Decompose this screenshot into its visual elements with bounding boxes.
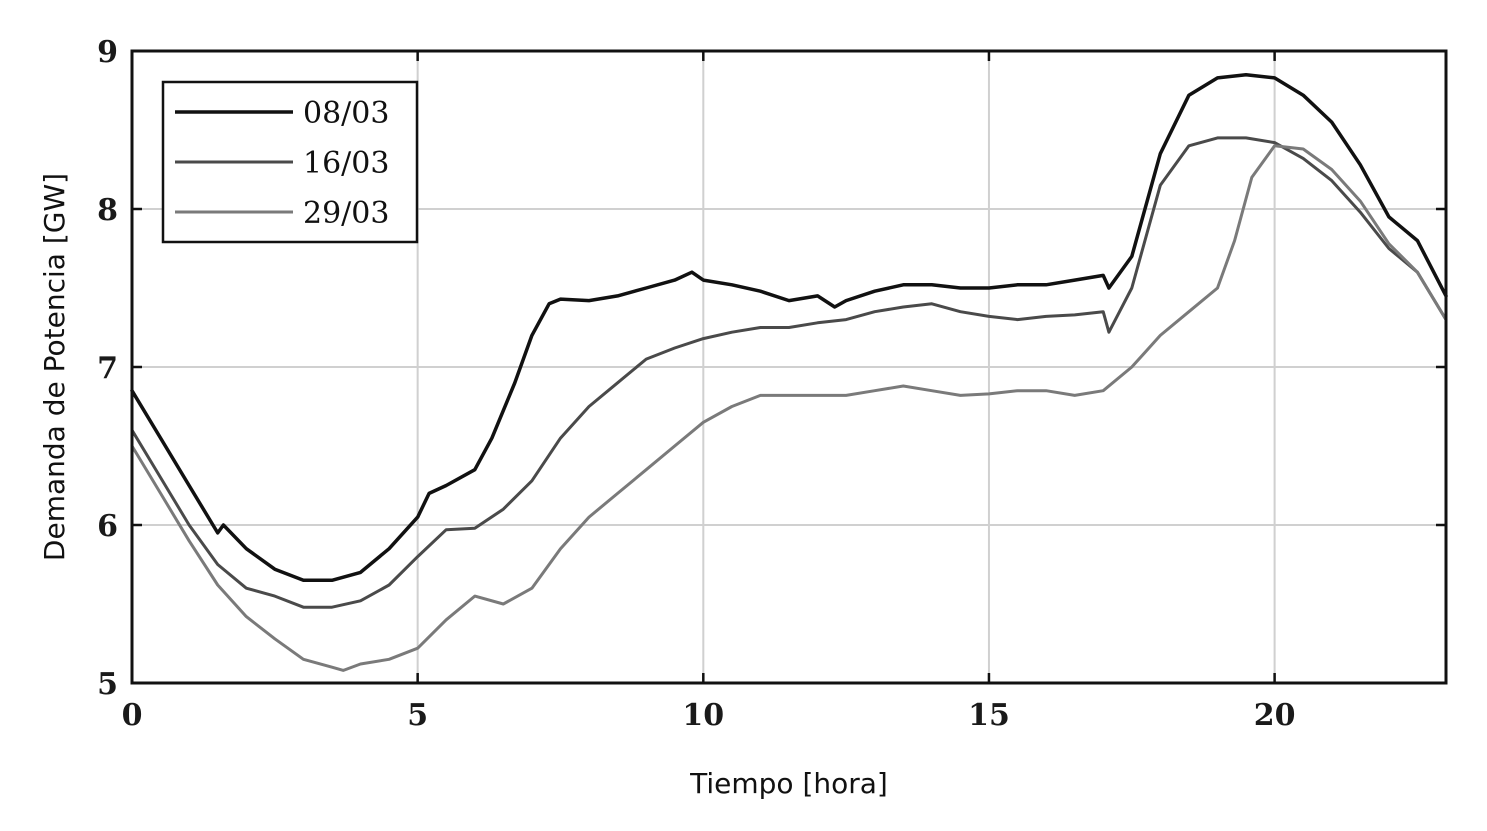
series-line-29-03 (130, 144, 1448, 672)
legend: 08/03 16/03 29/03 (161, 80, 419, 244)
x-tick-label: 15 (968, 698, 1010, 733)
series-line-16-03 (130, 136, 1448, 609)
legend-label: 29/03 (303, 196, 389, 231)
series-group (130, 72, 1448, 672)
y-tick-label: 8 (97, 193, 118, 228)
y-tick-label: 9 (97, 35, 118, 70)
x-tick-label: 0 (122, 698, 143, 733)
x-tick-label: 5 (407, 698, 428, 733)
x-tick-label: 20 (1254, 698, 1296, 733)
series-line-08-03 (130, 72, 1448, 583)
legend-label: 16/03 (303, 146, 389, 181)
y-tick-label: 5 (97, 667, 118, 702)
y-axis-title: Demanda de Potencia [GW] (38, 173, 71, 561)
legend-label: 08/03 (303, 96, 389, 131)
y-tick-label: 6 (97, 509, 118, 544)
y-tick-label: 7 (97, 351, 118, 386)
x-tick-label: 10 (682, 698, 724, 733)
x-axis-title: Tiempo [hora] (689, 767, 888, 800)
